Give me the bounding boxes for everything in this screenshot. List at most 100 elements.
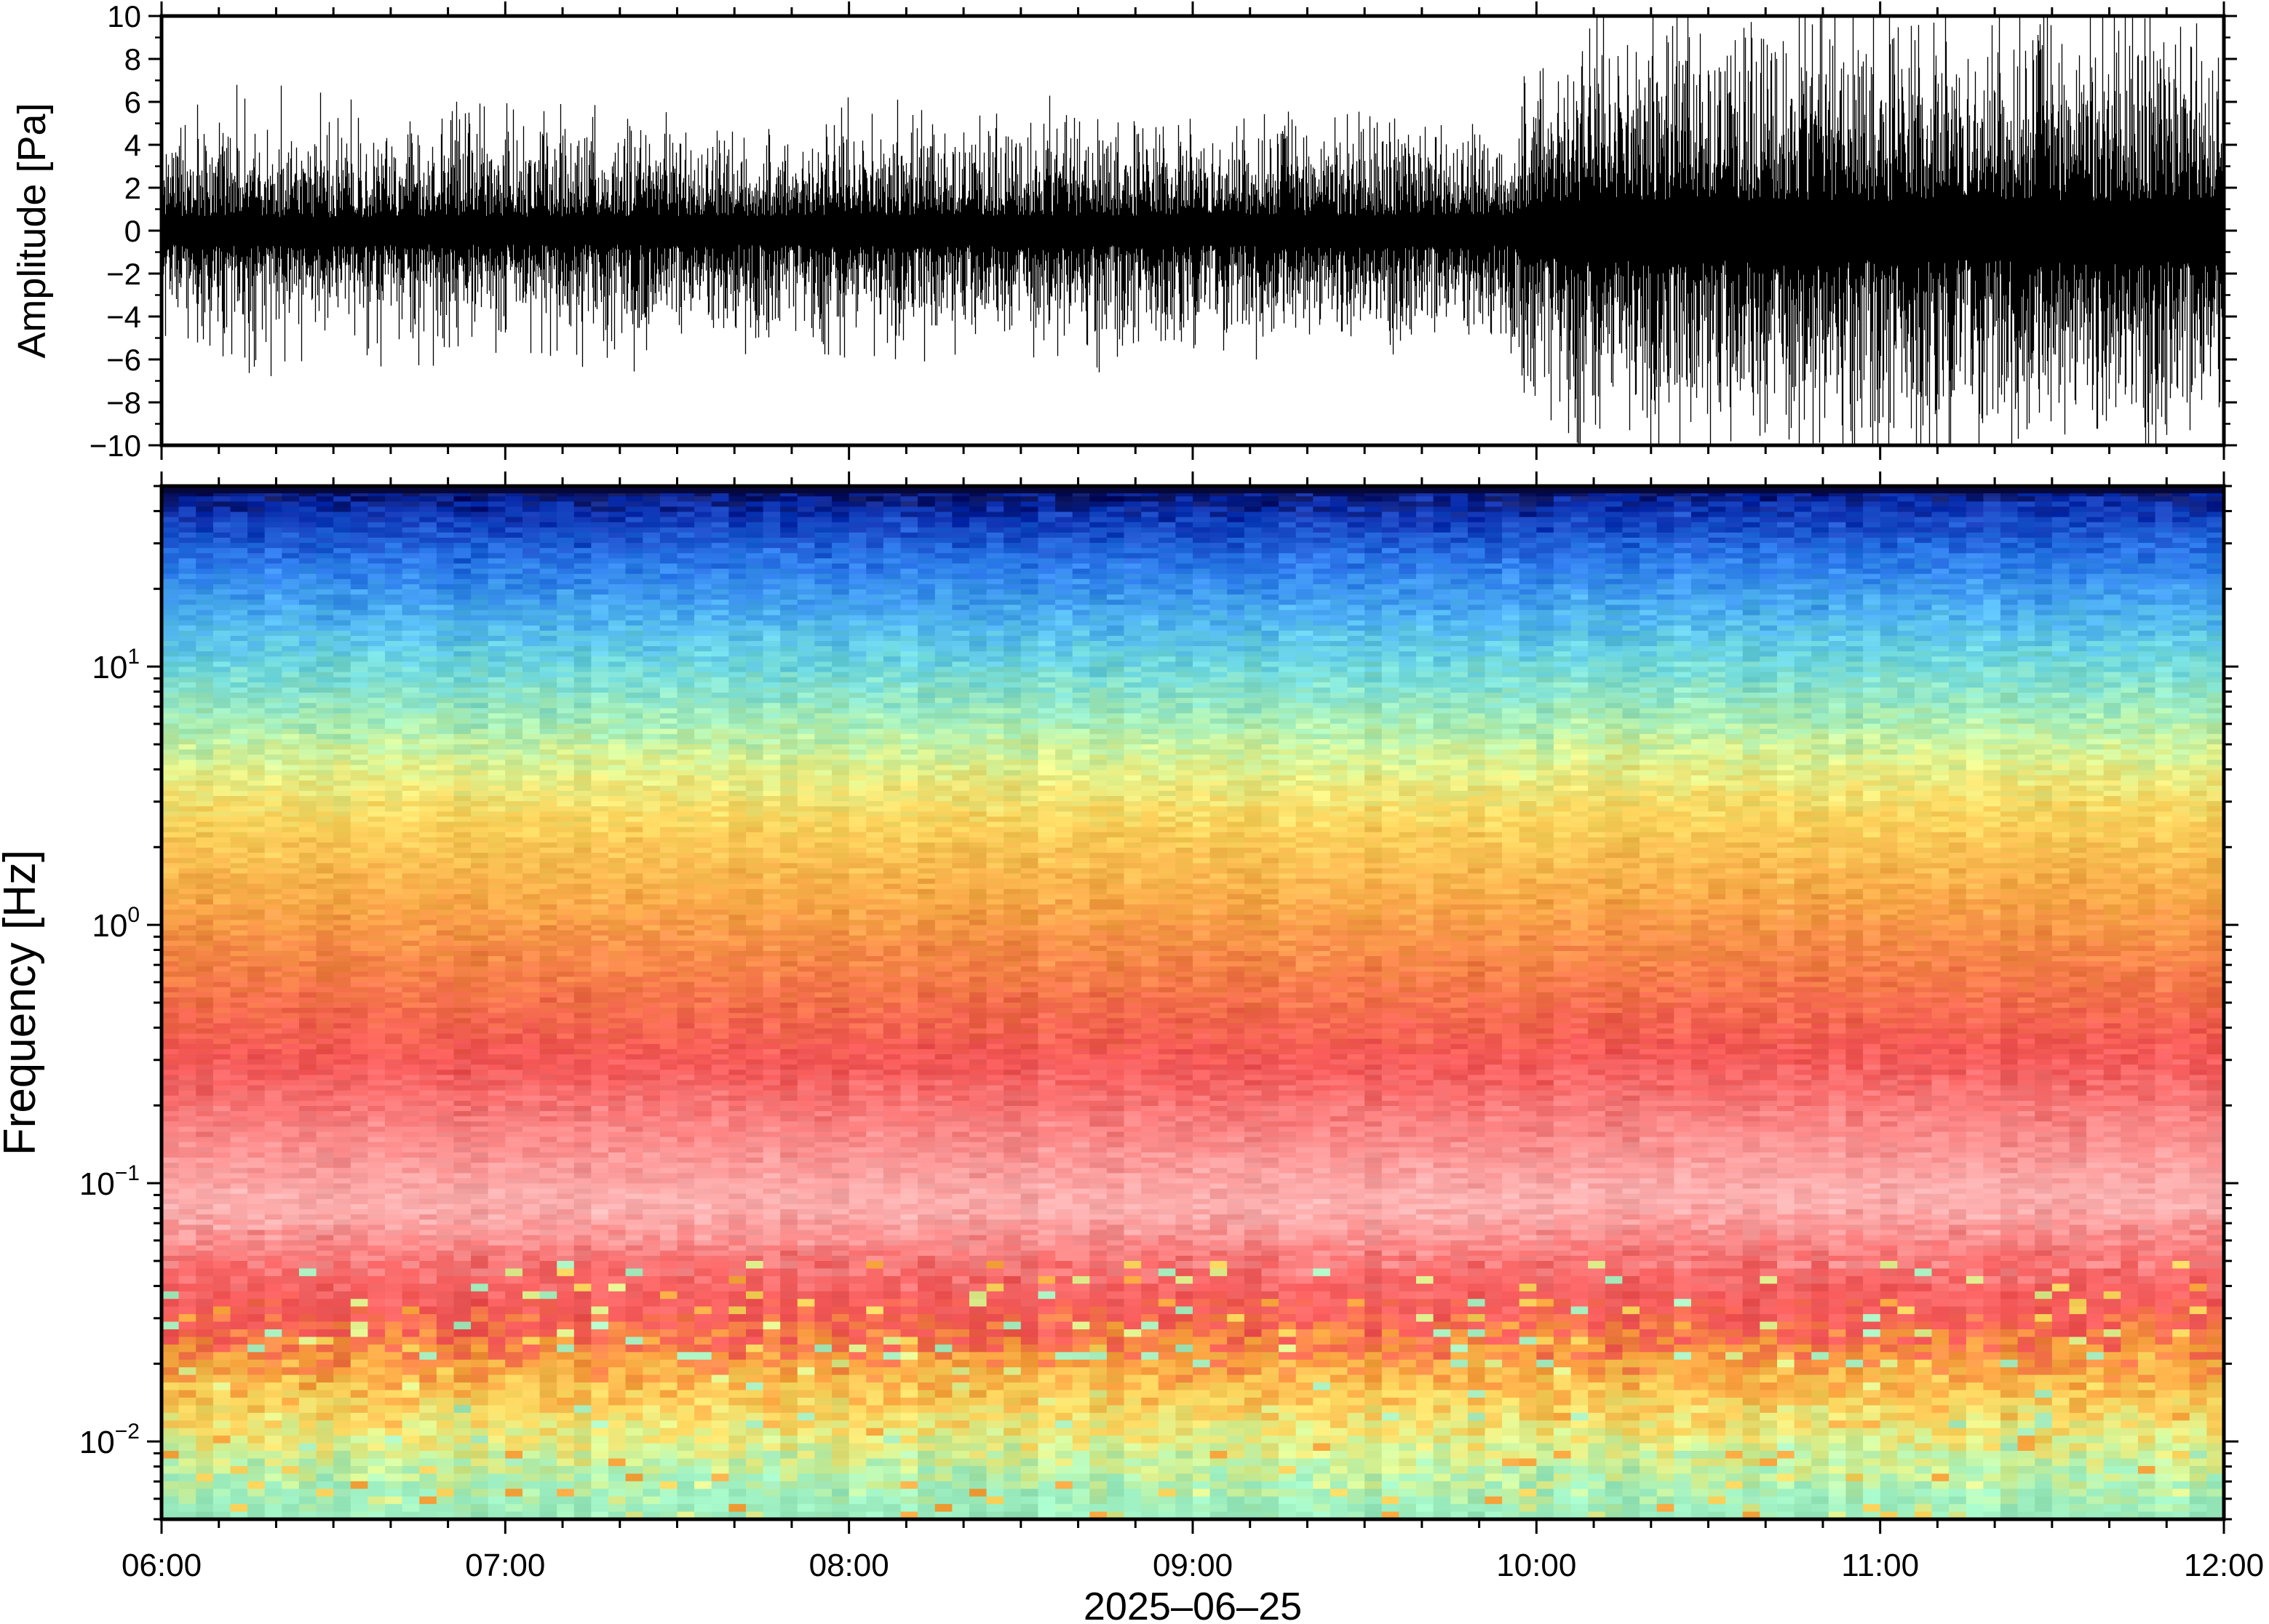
spectrogram-cell	[282, 1193, 300, 1200]
spectrogram-cell	[522, 1193, 541, 1200]
spectrogram-cell	[471, 630, 489, 637]
spectrogram-cell	[488, 646, 506, 652]
spectrogram-cell	[196, 853, 214, 859]
spectrogram-cell	[178, 1173, 196, 1179]
spectrogram-cell	[230, 1059, 248, 1065]
spectrogram-cell	[230, 532, 248, 538]
spectrogram-cell	[522, 1261, 541, 1269]
spectrogram-cell	[282, 1183, 300, 1190]
spectrogram-cell	[419, 1059, 437, 1065]
spectrogram-cell	[282, 698, 300, 704]
spectrogram-cell	[573, 1203, 592, 1210]
spectrogram-cell	[402, 1043, 420, 1050]
spectrogram-cell	[298, 666, 317, 673]
spectrogram-cell	[385, 878, 403, 885]
spectrogram-cell	[505, 1028, 523, 1035]
spectrogram-cell	[212, 863, 231, 869]
spectrogram-cell	[367, 1018, 386, 1024]
spectrogram-cell	[282, 501, 300, 507]
spectrogram-cell	[557, 1275, 575, 1284]
spectrogram-cell	[453, 806, 472, 812]
spectrogram-cell	[522, 517, 541, 523]
spectrogram-cell	[333, 1142, 351, 1148]
spectrogram-cell	[367, 1070, 386, 1075]
spectrogram-cell	[350, 888, 368, 895]
spectrogram-cell	[488, 1219, 506, 1225]
spectrogram-cell	[385, 842, 403, 848]
spectrogram-cell	[350, 496, 368, 502]
spectrogram-cell	[367, 1367, 386, 1376]
spectrogram-cell	[505, 1173, 523, 1179]
spectrogram-cell	[539, 765, 557, 771]
spectrogram-cell	[316, 956, 334, 962]
spectrogram-cell	[385, 1299, 403, 1307]
spectrogram-cell	[488, 672, 506, 678]
spectrogram-cell	[557, 538, 575, 544]
spectrogram-cell	[162, 755, 180, 760]
spectrogram-cell	[402, 718, 420, 725]
spectrogram-cell	[178, 1261, 196, 1269]
spectrogram-cell	[522, 1142, 541, 1148]
spectrogram-cell	[573, 853, 592, 859]
spectrogram-cell	[212, 1240, 231, 1246]
spectrogram-cell	[608, 496, 627, 502]
spectrogram-cell	[557, 755, 575, 760]
spectrogram-cell	[557, 842, 575, 848]
spectrogram-cell	[162, 1359, 180, 1368]
spectrogram-cell	[196, 987, 214, 993]
spectrogram-cell	[298, 1106, 317, 1112]
spectrogram-cell	[573, 693, 592, 698]
spectrogram-cell	[453, 760, 472, 765]
spectrogram-cell	[196, 858, 214, 864]
spectrogram-cell	[573, 517, 592, 523]
spectrogram-cell	[196, 584, 214, 590]
spectrogram-cell	[196, 723, 214, 730]
spectrogram-cell	[350, 1209, 368, 1215]
spectrogram-cell	[419, 1193, 437, 1200]
spectrogram-cell	[230, 1038, 248, 1045]
spectrogram-cell	[247, 553, 266, 559]
spectrogram-cell	[178, 1436, 196, 1444]
spectrogram-cell	[557, 940, 575, 947]
spectrogram-cell	[230, 1163, 248, 1169]
spectrogram-cell	[591, 821, 609, 828]
spectrogram-cell	[282, 656, 300, 662]
spectrogram-cell	[436, 848, 455, 853]
spectrogram-cell	[488, 501, 506, 507]
spectrogram-cell	[247, 1121, 266, 1127]
spectrogram-cell	[316, 1131, 334, 1138]
spectrogram-cell	[436, 1443, 455, 1452]
spectrogram-cell	[316, 1225, 334, 1230]
spectrogram-cell	[333, 775, 351, 781]
spectrogram-cell	[298, 1033, 317, 1040]
spectrogram-cell	[196, 1033, 214, 1040]
spectrogram-cell	[453, 635, 472, 642]
spectrogram-cell	[557, 703, 575, 709]
spectrogram-cell	[471, 1436, 489, 1444]
spectrogram-cell	[367, 1090, 386, 1096]
spectrogram-cell	[333, 1225, 351, 1230]
spectrogram-cell	[488, 1018, 506, 1024]
spectrogram-cell	[488, 584, 506, 590]
spectrogram-cell	[557, 1028, 575, 1035]
spectrogram-cell	[333, 620, 351, 626]
spectrogram-cell	[402, 863, 420, 869]
spectrogram-cell	[162, 563, 180, 570]
spectrogram-cell	[591, 1142, 609, 1148]
spectrogram-cell	[539, 558, 557, 565]
spectrogram-cell	[488, 532, 506, 538]
spectrogram-cell	[298, 1008, 317, 1014]
spectrogram-cell	[385, 733, 403, 740]
spectrogram-cell	[212, 733, 231, 740]
spectrogram-cell	[196, 1183, 214, 1190]
spectrogram-cell	[230, 1219, 248, 1225]
spectrogram-cell	[264, 1504, 282, 1513]
spectrogram-cell	[471, 1038, 489, 1045]
spectrogram-cell	[522, 821, 541, 828]
spectrogram-cell	[367, 915, 386, 920]
spectrogram-cell	[471, 600, 489, 605]
spectrogram-cell	[298, 1193, 317, 1200]
spectrogram-cell	[488, 1075, 506, 1081]
spectrogram-cell	[333, 1183, 351, 1190]
spectrogram-cell	[471, 1420, 489, 1429]
